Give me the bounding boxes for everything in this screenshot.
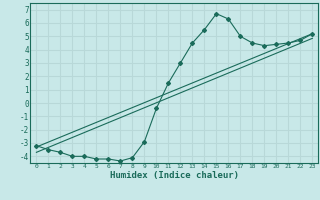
- X-axis label: Humidex (Indice chaleur): Humidex (Indice chaleur): [110, 171, 239, 180]
